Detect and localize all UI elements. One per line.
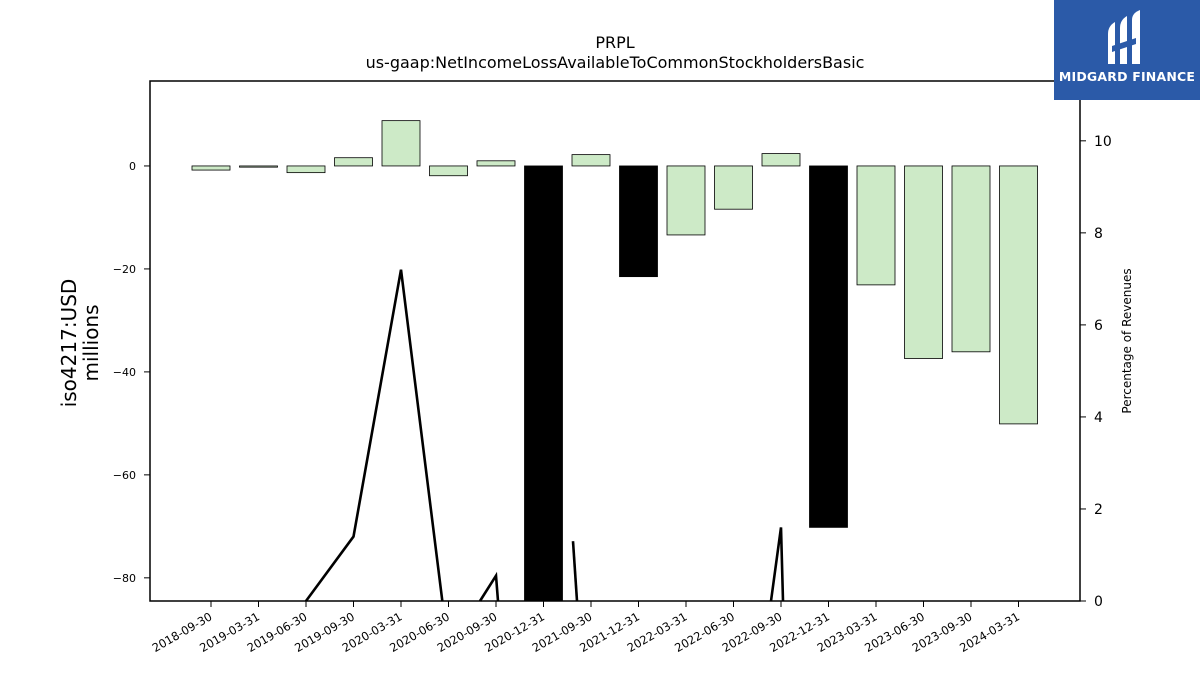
y-tick-label: −40 — [113, 366, 136, 379]
y2-tick-label: 8 — [1094, 226, 1103, 242]
bar — [809, 165, 848, 528]
bar — [286, 165, 326, 174]
axes — [149, 80, 1081, 602]
bar — [524, 165, 563, 602]
y-tick-label: −80 — [113, 572, 136, 585]
y-axis-label-text: iso4217:USD — [57, 279, 81, 408]
y2-tick-label: 10 — [1094, 134, 1112, 150]
y2-tick-label: 6 — [1094, 318, 1103, 334]
line-series — [769, 527, 785, 602]
bar — [666, 165, 706, 236]
y-axis-label-unit: millions — [79, 304, 103, 381]
line-group — [304, 269, 785, 602]
line-series — [571, 541, 579, 602]
y2-axis-label: Percentage of Revenues — [1120, 268, 1134, 413]
bar — [381, 120, 421, 167]
logo-text: MIDGARD FINANCE — [1058, 69, 1196, 84]
y2-tick-label: 4 — [1094, 410, 1103, 426]
y-tick-label: 0 — [129, 160, 136, 173]
bar — [904, 165, 943, 359]
chart-title: PRPL — [595, 33, 634, 52]
y-tick-label: −60 — [113, 469, 136, 482]
bar — [334, 157, 373, 167]
bar — [619, 165, 658, 278]
brand-logo: MIDGARD FINANCE — [1054, 0, 1200, 100]
bar — [239, 165, 278, 168]
y-axis-label: iso4217:USD millions — [57, 279, 103, 408]
bar — [191, 165, 231, 171]
y-ticks: 0 −20 −40 −60 −80 — [113, 160, 150, 585]
bar — [429, 165, 468, 177]
line-series — [304, 269, 444, 602]
bar — [856, 165, 896, 286]
y2-tick-label: 0 — [1094, 594, 1103, 610]
bar — [714, 165, 753, 210]
bar — [761, 153, 801, 167]
chart-subtitle: us-gaap:NetIncomeLossAvailableToCommonSt… — [366, 53, 865, 72]
bars-group — [191, 120, 1038, 602]
y2-tick-label: 2 — [1094, 502, 1103, 518]
x-ticks: 2018-09-302019-03-312019-06-302019-09-30… — [150, 601, 1022, 655]
bar — [999, 165, 1038, 425]
bar — [476, 160, 516, 167]
plot-frame — [149, 80, 1081, 602]
bar — [951, 165, 991, 353]
bar — [571, 154, 611, 167]
line-series — [478, 571, 500, 602]
midgard-logo-icon — [1108, 10, 1140, 64]
y-tick-label: −20 — [113, 263, 136, 276]
y2-ticks: 0 2 4 6 8 10 — [1080, 134, 1112, 610]
